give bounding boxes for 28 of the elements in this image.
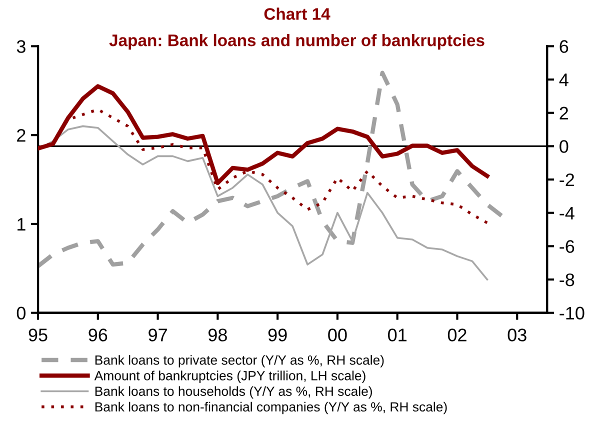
y2-tick-label: 2 <box>560 106 568 120</box>
legend-label: Bank loans to non-financial companies (Y/Y as %, RH scale) <box>95 402 447 414</box>
y2-tick-label: 6 <box>560 40 568 53</box>
x-tick-label: 95 <box>28 328 48 342</box>
y2-tick-label: -6 <box>560 240 574 253</box>
y-tick-label: 0 <box>16 306 26 320</box>
x-tick-label: 99 <box>268 328 287 342</box>
y-tick-label: 2 <box>17 129 26 142</box>
y2-tick-label: 0 <box>560 140 568 153</box>
y2-tick-label: -10 <box>560 306 584 320</box>
y2-tick-label: -4 <box>560 206 574 220</box>
legend-label: Amount of bankruptcies (JPY trillion, LH scale) <box>94 370 366 383</box>
x-tick-label: 01 <box>388 328 407 342</box>
chart-title: Chart 14 <box>264 8 330 20</box>
x-tick-label: 03 <box>508 328 526 342</box>
y-tick-label: 1 <box>18 218 26 230</box>
x-tick-label: 02 <box>448 328 466 342</box>
y-tick-label: 3 <box>16 40 26 53</box>
x-tick-label: 00 <box>328 328 347 342</box>
legend-label: Bank loans to households (Y/Y as %, RH scale) <box>95 386 372 399</box>
y2-tick-label: -8 <box>560 273 574 286</box>
legend-label: Bank loans to private sector (Y/Y as %, RH scale) <box>95 355 384 368</box>
chart-subtitle: Japan: Bank loans and number of bankruptcies <box>109 34 484 50</box>
x-tick-label: 98 <box>208 328 227 342</box>
x-tick-label: 96 <box>88 328 108 342</box>
x-tick-label: 97 <box>148 328 167 342</box>
y2-tick-label: 4 <box>559 74 568 86</box>
y2-tick-label: -2 <box>560 173 574 186</box>
